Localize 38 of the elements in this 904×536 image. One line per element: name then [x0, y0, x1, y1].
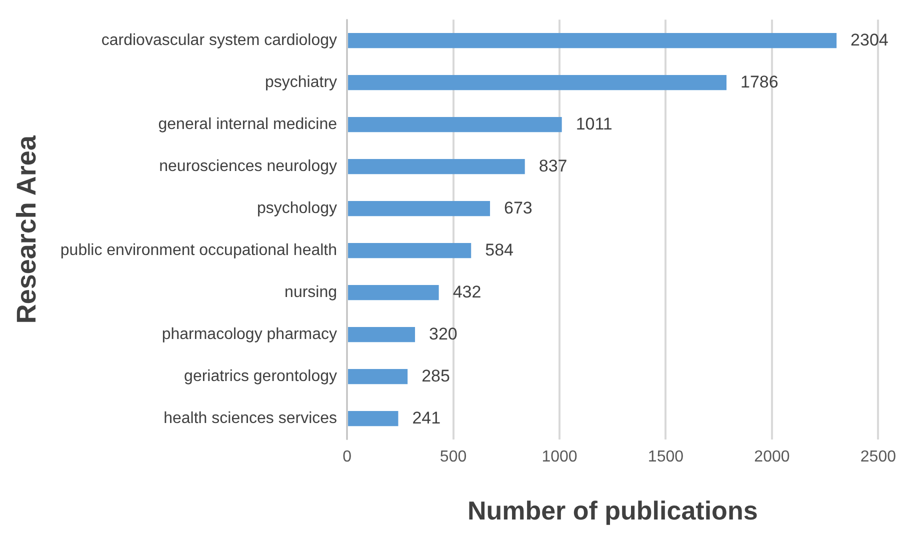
- x-tick-label: 2000: [754, 448, 790, 466]
- bar: [348, 117, 562, 132]
- data-label: 673: [504, 198, 532, 218]
- bar: [348, 33, 837, 48]
- data-label: 241: [412, 408, 441, 428]
- bar: [348, 369, 408, 384]
- y-tick-label: pharmacology pharmacy: [162, 326, 338, 344]
- y-tick-label: geriatrics gerontology: [184, 368, 338, 386]
- bar: [348, 75, 726, 90]
- x-tick-label: 0: [342, 448, 352, 466]
- bar: [348, 327, 416, 342]
- y-tick-label: cardiovascular system cardiology: [101, 32, 338, 50]
- y-tick-label: health sciences services: [164, 410, 338, 428]
- x-tick-label: 2500: [860, 448, 896, 466]
- y-tick-label: neurosciences neurology: [159, 158, 338, 176]
- bar: [348, 285, 439, 300]
- data-label: 1011: [576, 114, 612, 134]
- y-tick-label: nursing: [284, 284, 338, 302]
- bar: [348, 243, 472, 258]
- bar: [348, 201, 490, 216]
- x-tick-label: 1500: [648, 448, 684, 466]
- bar: [348, 411, 398, 426]
- x-axis-title: Number of publications: [467, 496, 758, 526]
- y-tick-label: public environment occupational health: [60, 242, 338, 260]
- y-tick-label: psychiatry: [264, 74, 338, 92]
- data-label: 432: [452, 282, 482, 302]
- x-tick-label: 500: [440, 448, 467, 466]
- y-axis-title: Research Area: [12, 134, 42, 324]
- y-tick-label: psychology: [256, 200, 338, 218]
- data-label: 2304: [850, 30, 888, 50]
- y-tick-label: general internal medicine: [158, 116, 338, 134]
- data-label: 285: [422, 366, 450, 386]
- data-label: 320: [429, 324, 458, 344]
- data-label: 584: [485, 240, 514, 260]
- bar: [348, 159, 525, 174]
- data-label: 1786: [740, 72, 778, 92]
- data-label: 837: [538, 156, 568, 176]
- x-tick-label: 1000: [542, 448, 578, 466]
